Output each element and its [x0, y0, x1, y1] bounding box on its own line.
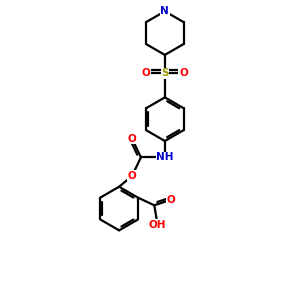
- Text: OH: OH: [149, 220, 166, 230]
- Text: NH: NH: [156, 152, 174, 162]
- Text: O: O: [166, 195, 175, 205]
- Text: O: O: [142, 68, 151, 78]
- Text: O: O: [128, 134, 136, 144]
- Text: S: S: [161, 68, 169, 78]
- Text: O: O: [179, 68, 188, 78]
- Text: O: O: [128, 171, 136, 181]
- Text: N: N: [160, 6, 169, 16]
